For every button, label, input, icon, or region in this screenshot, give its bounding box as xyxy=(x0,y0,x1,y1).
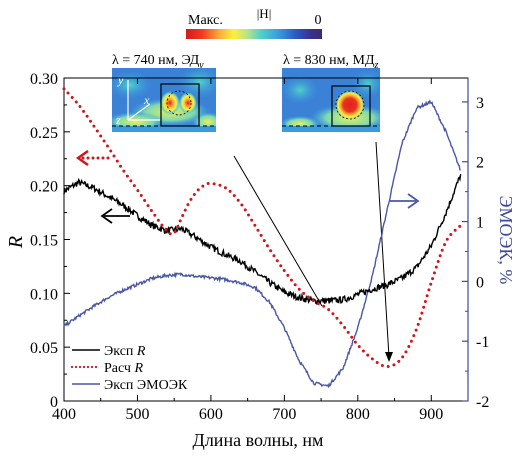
series-exp-r xyxy=(63,174,462,306)
inset-axis-z: z xyxy=(115,113,121,127)
x-tick-label: 400 xyxy=(52,406,76,423)
x-tick-label: 800 xyxy=(346,406,370,423)
inset-2-label: λ = 830 нм, МДz xyxy=(283,53,379,71)
legend-item-calc-r: Расч R xyxy=(70,361,143,376)
legend-item-exp-r: Эксп R xyxy=(72,344,146,359)
x-tick-label: 900 xyxy=(419,406,443,423)
legend-label-calc-r: Расч R xyxy=(104,361,143,376)
x-axis-ticks: 400 500 600 700 800 900 xyxy=(52,78,443,423)
y-left-tick-label: 0.25 xyxy=(30,125,58,142)
arrow-calc-r-to-left-axis xyxy=(75,150,110,166)
y-right-tick-label: 1 xyxy=(476,215,484,232)
y-right-tick-label: -1 xyxy=(476,334,489,351)
pointer-line-740 xyxy=(233,155,323,307)
y-right-tick-label: 3 xyxy=(476,95,484,112)
y-left-tick-label: 0 xyxy=(50,394,58,411)
y-left-tick-label: 0.05 xyxy=(30,340,58,357)
x-tick-label: 600 xyxy=(199,406,223,423)
y-right-tick-label: 0 xyxy=(476,274,484,291)
y-right-tick-label: -2 xyxy=(476,394,489,411)
series-calc-r xyxy=(62,87,463,369)
colorbar-field-label: |H| xyxy=(257,6,272,21)
y-left-tick-label: 0.20 xyxy=(30,179,58,196)
left-axis-ticks: 0 0.05 0.10 0.15 0.20 0.25 0.30 xyxy=(30,71,70,411)
inset-axis-y: y xyxy=(117,73,124,87)
y-right-tick-label: 2 xyxy=(476,155,484,172)
x-tick-label: 500 xyxy=(125,406,149,423)
arrow-emoek-to-right-axis xyxy=(390,193,420,209)
arrow-exp-r-to-left-axis xyxy=(100,208,130,224)
right-axis-ticks: -2 -1 0 1 2 3 xyxy=(462,95,489,411)
inset-1-field-map: y x z xyxy=(112,68,216,132)
pointer-line-830 xyxy=(375,141,390,358)
left-axis-label: R xyxy=(5,236,27,249)
colorbar-min-label: 0 xyxy=(315,13,322,28)
x-tick-label: 700 xyxy=(272,406,296,423)
colorbar-max-label: Макс. xyxy=(188,13,223,28)
y-left-tick-label: 0.10 xyxy=(30,286,58,303)
colorbar: Макс. |H| 0 xyxy=(186,6,322,39)
legend-label-exp-emoek: Эксп ЭМОЭК xyxy=(104,378,188,393)
x-axis-label: Длина волны, нм xyxy=(193,430,324,450)
inset-axis-x: x xyxy=(143,93,150,107)
pointer-arrowhead-830 xyxy=(385,352,393,362)
series-exp-emoek xyxy=(63,99,461,389)
legend-item-exp-emoek: Эксп ЭМОЭК xyxy=(72,378,188,393)
y-left-tick-label: 0.15 xyxy=(30,233,58,250)
legend-label-exp-r: Эксп R xyxy=(104,344,146,359)
inset-1-label: λ = 740 нм, ЭДy xyxy=(112,53,204,71)
y-left-tick-label: 0.30 xyxy=(30,71,58,88)
colorbar-gradient xyxy=(186,29,322,39)
inset-2-field-map xyxy=(282,68,380,132)
right-axis-label: ЭМОЭК, % xyxy=(496,196,516,285)
legend: Эксп R Расч R Эксп ЭМОЭК xyxy=(70,344,188,393)
